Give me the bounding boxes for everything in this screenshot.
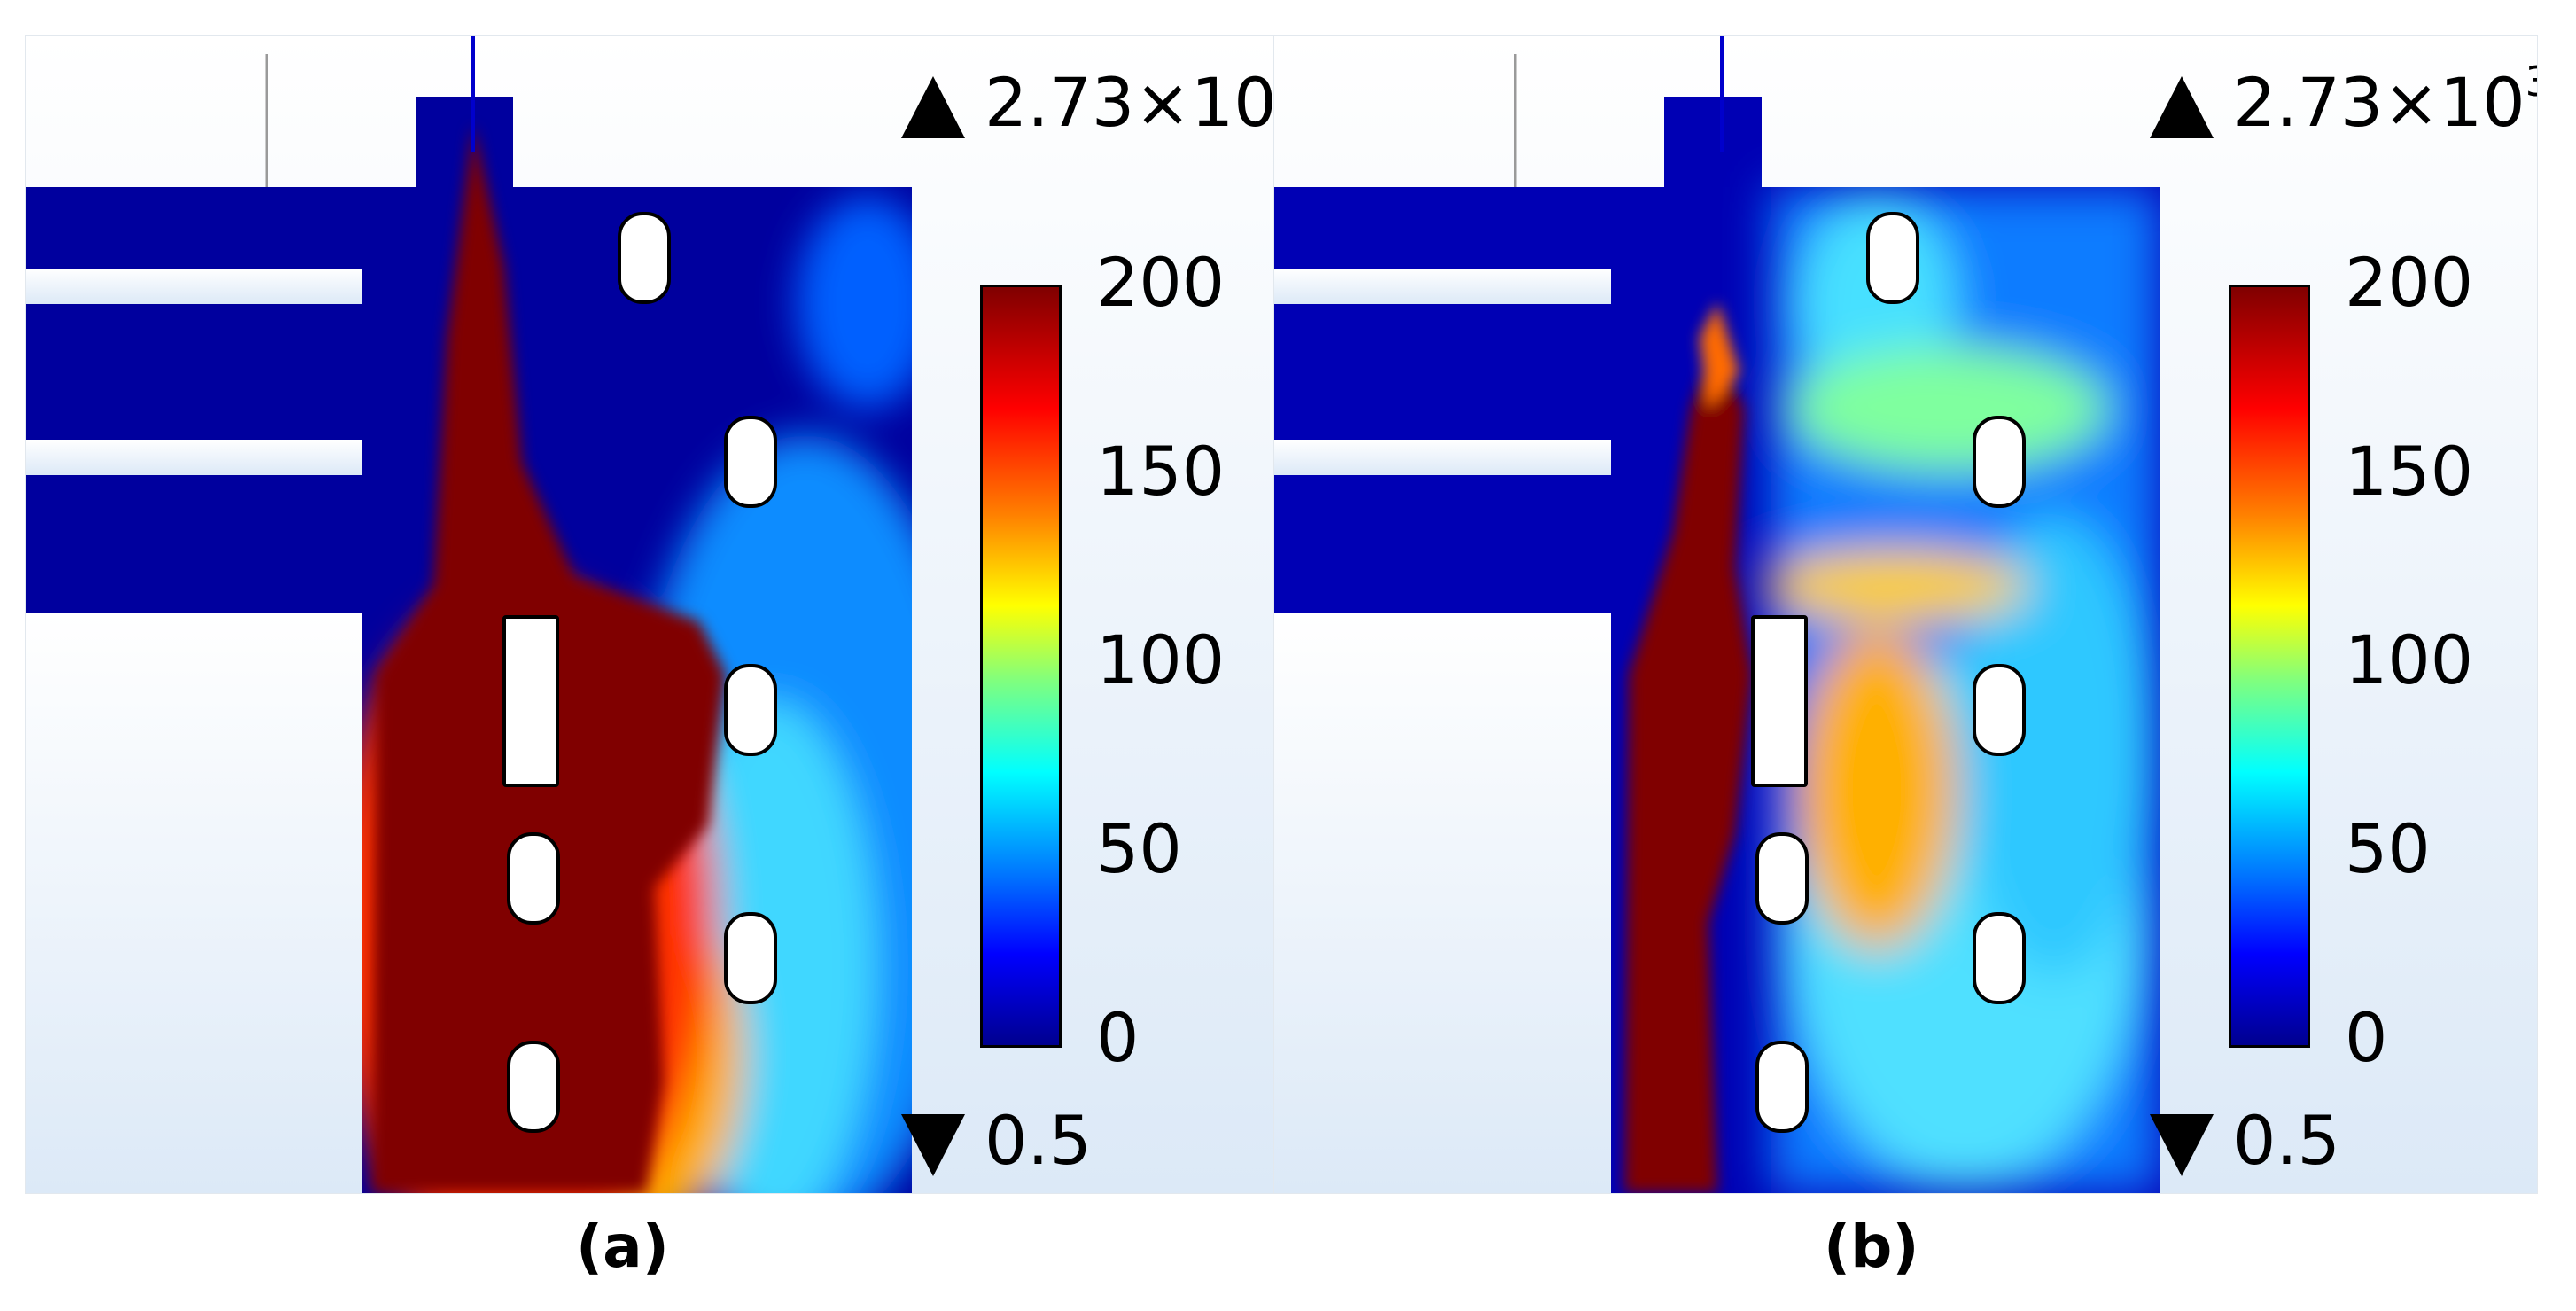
colorbar-tick: 150: [2345, 432, 2474, 511]
colorbar-tick: 150: [1096, 432, 1226, 511]
colorbar-tick: 100: [2345, 620, 2474, 699]
colorbar-tick: 50: [2345, 809, 2431, 888]
min-triangle-icon: [2150, 1114, 2214, 1176]
panel-caption-b: (b): [1824, 1213, 1919, 1281]
colorbar-tick: 0: [2345, 998, 2388, 1077]
field-contour-b: [1274, 36, 2537, 1193]
colorbar-tick: 200: [1096, 243, 1226, 322]
field-plot-a: 2.73×103 200 150 100 50 0 0.5: [25, 35, 1289, 1194]
colorbar: [980, 285, 1062, 1048]
holes-a: [502, 212, 777, 1133]
field-contour-a: [26, 36, 1288, 1193]
max-triangle-icon: [2150, 76, 2214, 138]
panel-caption-a: (a): [576, 1213, 669, 1281]
colorbar-tick: 0: [1096, 998, 1140, 1077]
colorbar-tick: 200: [2345, 243, 2474, 322]
field-plot-b: 2.73×103 200 150 100 50 0 0.5: [1273, 35, 2538, 1194]
max-value-label: 2.73×103: [2150, 61, 2537, 138]
max-triangle-icon: [901, 76, 965, 138]
colorbar-tick: 100: [1096, 620, 1226, 699]
colorbar-tick: 50: [1096, 809, 1182, 888]
min-value-label: 0.5: [901, 1107, 1092, 1176]
colorbar: [2229, 285, 2310, 1048]
min-triangle-icon: [901, 1114, 965, 1176]
holes-b: [1751, 212, 2026, 1133]
max-value-label: 2.73×103: [901, 61, 1288, 138]
min-value-label: 0.5: [2150, 1107, 2340, 1176]
